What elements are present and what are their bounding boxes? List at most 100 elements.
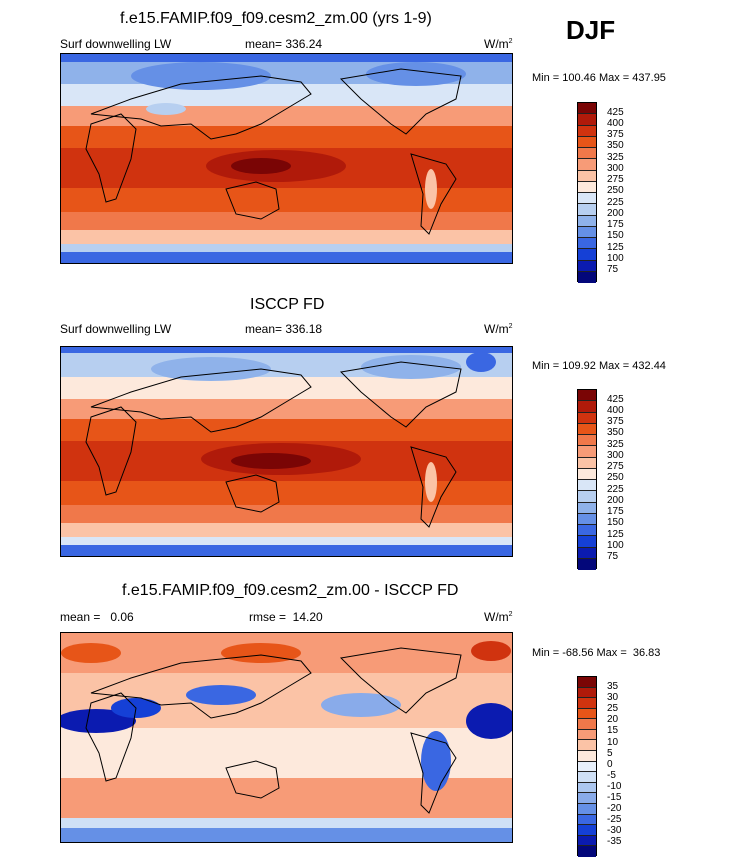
cbar3-label: 25 <box>607 703 619 714</box>
map1-band-6 <box>61 188 512 212</box>
cbar3-label: 0 <box>607 759 613 770</box>
map2-coast-namerica <box>339 361 462 428</box>
cbar2-label: 400 <box>607 405 624 416</box>
panel2-minmax: Min = 109.92 Max = 432.44 <box>532 360 666 372</box>
map2-band-9 <box>61 537 512 545</box>
map2-band-8 <box>61 523 512 537</box>
map1-warm-core <box>231 158 291 174</box>
map2-band-3 <box>61 399 512 419</box>
map2-band-6 <box>61 481 512 505</box>
map3-samerica-cold <box>421 731 451 791</box>
map2-asia-cold <box>151 357 271 381</box>
map2-coast-africa <box>85 406 137 496</box>
cbar2-label: 75 <box>607 551 619 562</box>
cbar2-label: 175 <box>607 506 624 517</box>
cbar3-label: -15 <box>607 792 622 803</box>
panel1-colorbar <box>577 102 597 283</box>
panel1-units: W/m2 <box>484 37 513 51</box>
cbar2-label: 100 <box>607 540 624 551</box>
panel3-title: f.e15.FAMIP.f09_f09.cesm2_zm.00 - ISCCP … <box>122 582 459 599</box>
map3-coast-samerica <box>410 732 457 814</box>
cbar2-label: 325 <box>607 439 624 450</box>
cbar3-label: 20 <box>607 714 619 725</box>
cbar2-label: 275 <box>607 461 624 472</box>
map3-siberia-warm <box>221 643 301 663</box>
cbar1-label: 400 <box>607 118 624 129</box>
cbar3-label: -30 <box>607 825 622 836</box>
map2-band-4 <box>61 419 512 441</box>
cbar2-label: 300 <box>607 450 624 461</box>
map1-coast-eurasia <box>90 75 312 140</box>
map1-band-9 <box>61 244 512 252</box>
panel3-map <box>60 632 513 843</box>
map1-band-4 <box>61 126 512 148</box>
cbar1-label: 300 <box>607 163 624 174</box>
map3-coast-australia <box>225 760 280 799</box>
panel2-variable: Surf downwelling LW <box>60 322 172 336</box>
map1-band-7 <box>61 212 512 230</box>
panel1-map <box>60 53 513 264</box>
map3-coast-eurasia <box>90 654 312 719</box>
cbar3-label: -35 <box>607 836 622 847</box>
map1-coast-australia <box>225 181 280 220</box>
map2-coast-samerica <box>410 446 457 528</box>
map3-atlantic-cold <box>466 703 512 739</box>
cbar1-label: 75 <box>607 264 619 275</box>
cbar3-label: -5 <box>607 770 616 781</box>
map1-andes <box>425 169 437 209</box>
map2-warm-core <box>231 453 311 469</box>
panel1-title: f.e15.FAMIP.f09_f09.cesm2_zm.00 (yrs 1-9… <box>120 10 432 27</box>
season-label: DJF <box>566 15 616 45</box>
map2-coast-australia <box>225 474 280 513</box>
cbar3-label: -10 <box>607 781 622 792</box>
cbar3-label: 10 <box>607 737 619 748</box>
panel3-rmse: rmse = 14.20 <box>249 610 323 624</box>
panel3-colorbar <box>577 676 597 857</box>
map2-namerica-cold <box>361 355 461 379</box>
cbar1-label: 225 <box>607 197 624 208</box>
map1-coast-namerica <box>339 68 462 135</box>
map3-greenland-warm <box>471 641 511 661</box>
map1-band-2 <box>61 84 512 106</box>
cbar3-label: 30 <box>607 692 619 703</box>
cbar1-label: 325 <box>607 152 624 163</box>
map3-asia-cold <box>186 685 256 705</box>
panel2-colorbar <box>577 389 597 570</box>
map3-pacific-cold <box>321 693 401 717</box>
cbar2-label: 425 <box>607 394 624 405</box>
cbar1-label: 250 <box>607 185 624 196</box>
cbar1-label: 350 <box>607 140 624 151</box>
panel3-units: W/m2 <box>484 610 513 624</box>
cbar2-label: 350 <box>607 427 624 438</box>
map1-coast-africa <box>85 113 137 203</box>
map2-band-7 <box>61 505 512 523</box>
panel1-mean: mean= 336.24 <box>245 37 323 51</box>
cbar1-label: 425 <box>607 107 624 118</box>
map1-band-10 <box>61 252 512 263</box>
map2-band-10 <box>61 545 512 556</box>
cbar2-label: 200 <box>607 495 624 506</box>
panel2-mean: mean= 336.18 <box>245 322 323 336</box>
panel2-map <box>60 346 513 557</box>
map3-west-warm <box>61 643 121 663</box>
cbar1-label: 375 <box>607 129 624 140</box>
panel1-variable: Surf downwelling LW <box>60 37 172 51</box>
map2-greenland <box>466 352 496 372</box>
map2-coast-eurasia <box>90 368 312 433</box>
map1-asia-cold <box>131 62 271 90</box>
cbar1-label: 175 <box>607 219 624 230</box>
map3-south-cold <box>61 828 512 842</box>
cbar3-label: 5 <box>607 748 613 759</box>
cbar2-label: 250 <box>607 472 624 483</box>
cbar3-label: -20 <box>607 803 622 814</box>
cbar3-label: 15 <box>607 725 619 736</box>
panel3-minmax: Min = -68.56 Max = 36.83 <box>532 647 661 659</box>
panel2-units: W/m2 <box>484 322 513 336</box>
cbar3-label: 35 <box>607 681 619 692</box>
map1-tibet <box>146 103 186 115</box>
cbar1-label: 100 <box>607 253 624 264</box>
cbar2-label: 375 <box>607 416 624 427</box>
map1-namerica-cold <box>366 62 466 86</box>
cbar1-label: 150 <box>607 230 624 241</box>
cbar1-label: 125 <box>607 242 624 253</box>
